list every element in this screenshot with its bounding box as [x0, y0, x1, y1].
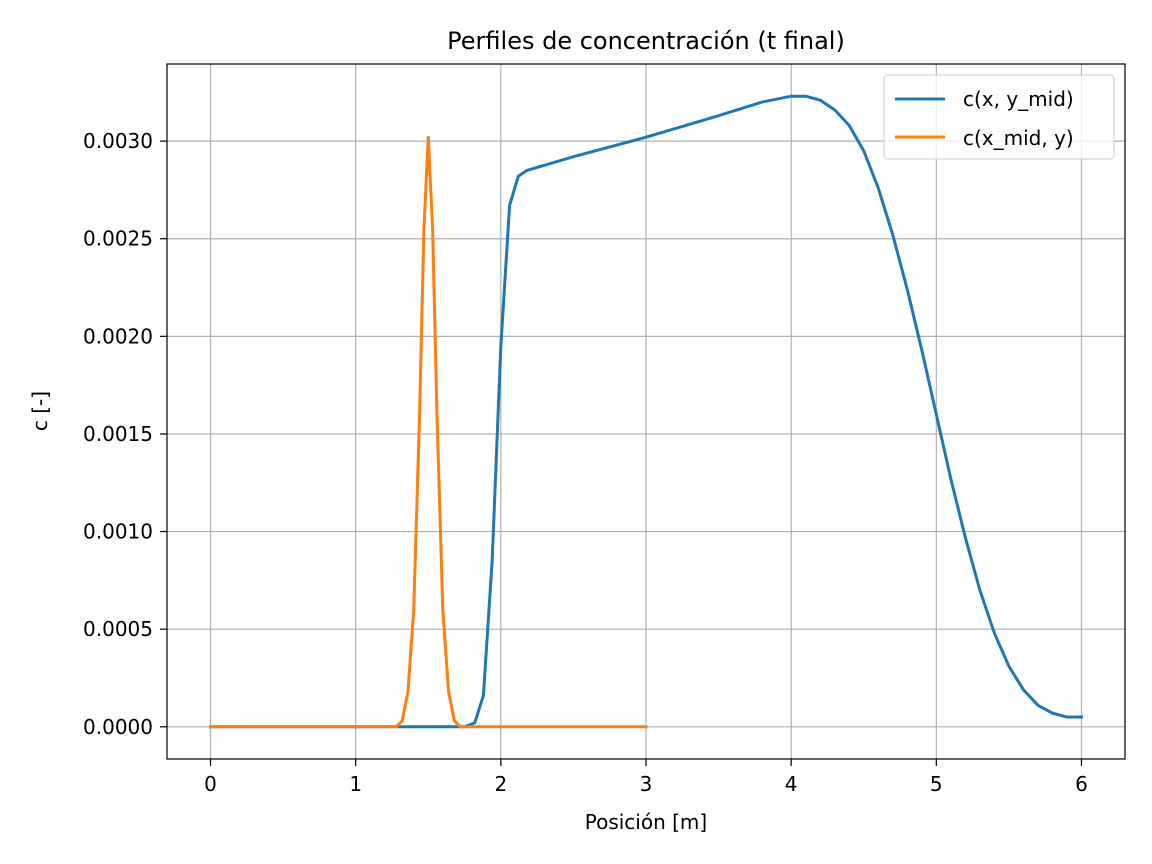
- legend-label-c-x-mid-y: c(x_mid, y): [963, 126, 1074, 150]
- y-tick-label: 0.0010: [83, 520, 153, 544]
- y-tick-label: 0.0025: [83, 227, 153, 251]
- series-layer: [209, 94, 1083, 729]
- chart-title: Perfiles de concentración (t final): [447, 27, 845, 55]
- y-tick-label: 0.0030: [83, 129, 153, 153]
- legend: c(x, y_mid) c(x_mid, y): [883, 74, 1115, 160]
- legend-label-c-x-y-mid: c(x, y_mid): [963, 87, 1074, 111]
- y-tick-label: 0.0005: [83, 617, 153, 641]
- x-tick-label: 2: [494, 772, 507, 796]
- x-tick-label: 3: [640, 772, 653, 796]
- x-tick-label: 6: [1075, 772, 1088, 796]
- tick-layer: 0 1 2 3 4 5 6 0.0000 0.0005 0.0010 0.0015 0.0020 0.0…: [83, 129, 1088, 796]
- x-tick-label: 4: [785, 772, 798, 796]
- x-axis-label: Posición [m]: [585, 810, 707, 834]
- y-tick-label: 0.0015: [83, 422, 153, 446]
- x-tick-label: 5: [930, 772, 943, 796]
- y-tick-label: 0.0020: [83, 324, 153, 348]
- series-line-0: [209, 94, 1083, 729]
- y-axis-label: c [-]: [28, 391, 52, 431]
- x-tick-label: 1: [349, 772, 362, 796]
- series-line-1: [209, 135, 648, 729]
- x-tick-label: 0: [204, 772, 217, 796]
- y-tick-label: 0.0000: [83, 715, 153, 739]
